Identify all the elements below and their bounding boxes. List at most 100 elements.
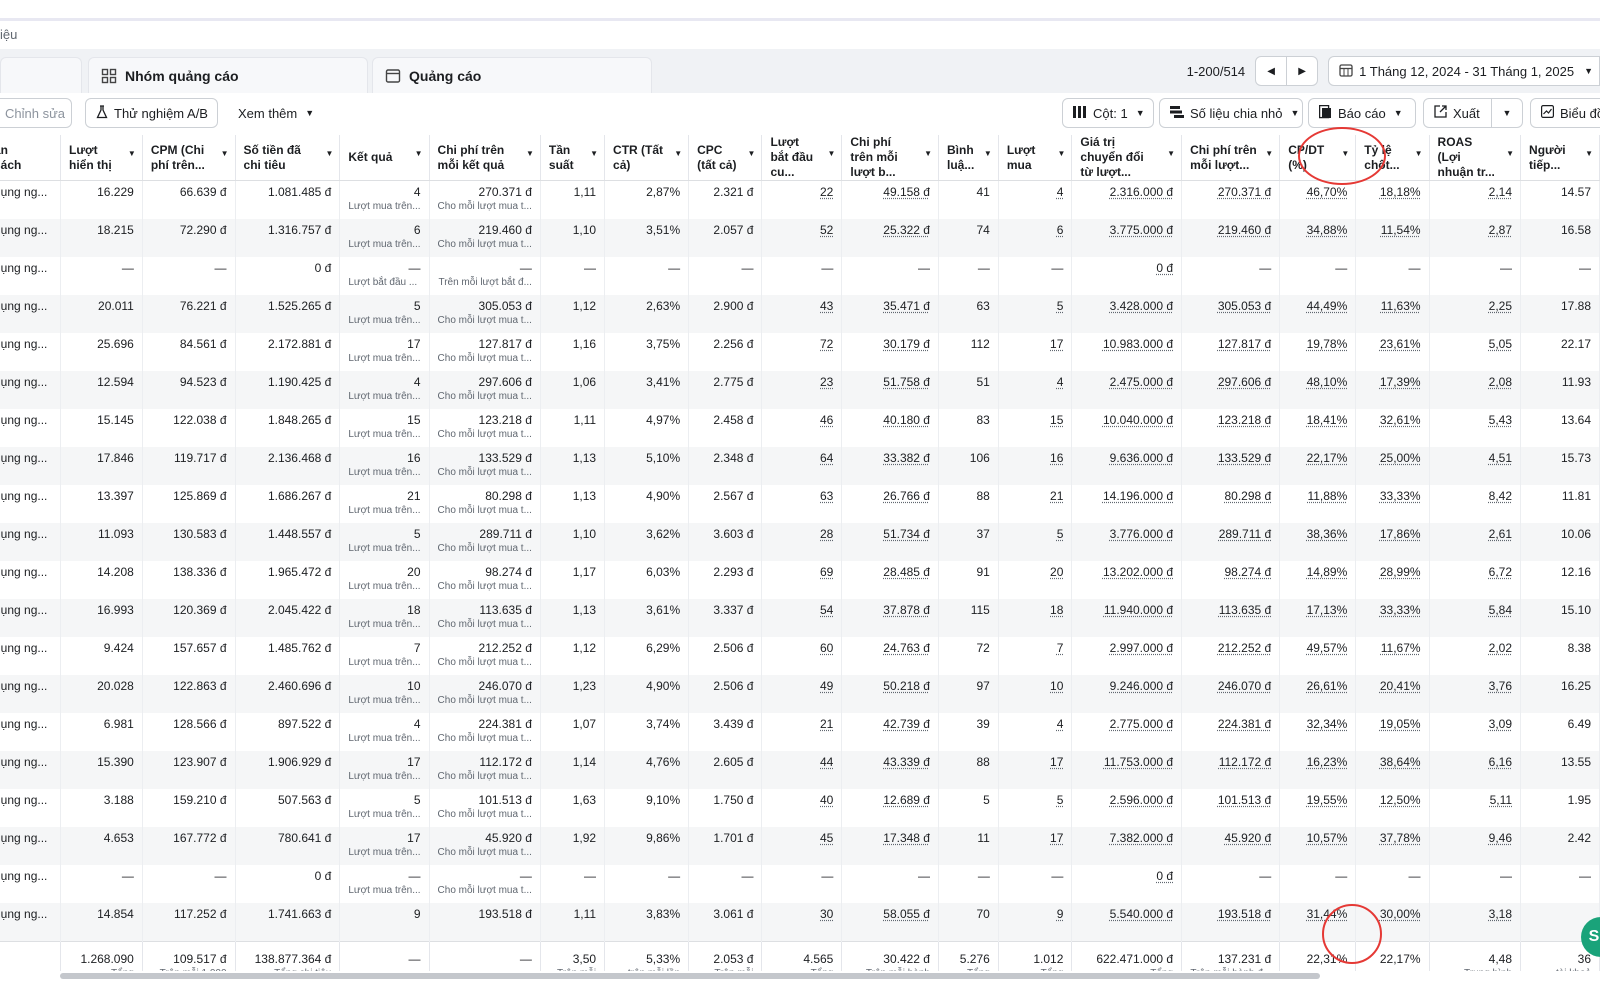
cell-link-value[interactable]: 17,39% — [1380, 375, 1421, 389]
column-header-spent[interactable]: Số tiền đã chi tiêu ▼ — [235, 135, 340, 181]
cell-link-value[interactable]: 10.040.000 đ — [1103, 413, 1173, 427]
cell-link-value[interactable]: 12.689 đ — [883, 793, 930, 807]
cell-value[interactable]: 6 — [1007, 223, 1064, 238]
cell-link-value[interactable]: 17,13% — [1307, 603, 1348, 617]
cell-value[interactable]: 8,42 — [1438, 489, 1512, 504]
cell-link-value[interactable]: 5 — [1057, 527, 1064, 541]
cell-value[interactable]: 16,23% — [1288, 755, 1347, 770]
cell-link-value[interactable]: 23 — [820, 375, 833, 389]
table-row[interactable]: dụng ng...12.59494.523 đ1.190.425 đ4Lượt… — [0, 371, 1600, 409]
sort-caret-icon[interactable]: ▼ — [1415, 149, 1423, 158]
table-row[interactable]: dụng ng...15.390123.907 đ1.906.929 đ17Lư… — [0, 751, 1600, 789]
column-header-com[interactable]: Bình luậ... ▼ — [938, 135, 998, 181]
cell-value[interactable]: 133.529 đ — [1190, 451, 1271, 466]
date-range-picker[interactable]: 1 Tháng 12, 2024 - 31 Tháng 1, 2025 ▼ — [1328, 56, 1600, 86]
cell-value[interactable]: — — [850, 869, 930, 884]
cell-value[interactable]: 22 — [770, 185, 833, 200]
cell-value[interactable]: 17,13% — [1288, 603, 1347, 618]
cell-value[interactable]: 38,64% — [1364, 755, 1420, 770]
table-row[interactable]: dụng ng...16.22966.639 đ1.081.485 đ4Lượt… — [0, 181, 1600, 220]
cell-link-value[interactable]: 212.252 đ — [1218, 641, 1271, 655]
sort-caret-icon[interactable]: ▼ — [748, 149, 756, 158]
cell-link-value[interactable]: 44,49% — [1307, 299, 1348, 313]
column-header-res[interactable]: Kết quả ▼ — [340, 135, 429, 181]
cell-value[interactable]: 2,14 — [1438, 185, 1512, 200]
cell-link-value[interactable]: 2.475.000 đ — [1110, 375, 1173, 389]
table-row[interactable]: dụng ng...17.846119.717 đ2.136.468 đ16Lư… — [0, 447, 1600, 485]
cell-link-value[interactable]: 4 — [1057, 375, 1064, 389]
cell-link-value[interactable]: 0 đ — [1156, 261, 1173, 275]
cell-value[interactable]: 123.218 đ — [1190, 413, 1271, 428]
cell-value[interactable]: 113.635 đ — [1190, 603, 1271, 618]
cell-link-value[interactable]: 17 — [1050, 337, 1063, 351]
cell-value[interactable]: 3.776.000 đ — [1080, 527, 1173, 542]
cell-value[interactable]: — — [1007, 869, 1064, 884]
cell-value[interactable]: 7 — [1007, 641, 1064, 656]
table-row[interactable]: dụng ng... 9.424 157.657 đ 1.485.762 đ 7 Lượt… — [0, 637, 1600, 675]
cell-link-value[interactable]: 26,61% — [1307, 679, 1348, 693]
cell-link-value[interactable]: 5,43 — [1489, 413, 1512, 427]
scrollbar-thumb[interactable] — [60, 973, 1320, 979]
cell-value[interactable]: 35.471 đ — [850, 299, 930, 314]
cell-link-value[interactable]: 98.274 đ — [1224, 565, 1271, 579]
sort-caret-icon[interactable]: ▼ — [590, 149, 598, 158]
cell-link-value[interactable]: 28 — [820, 527, 833, 541]
table-row[interactable]: dụng ng...25.69684.561 đ2.172.881 đ17Lượ… — [0, 333, 1600, 371]
cell-link-value[interactable]: 16,23% — [1307, 755, 1348, 769]
cell-value[interactable]: 32,34% — [1288, 717, 1347, 732]
cell-link-value[interactable]: 19,55% — [1307, 793, 1348, 807]
cell-link-value[interactable]: 26.766 đ — [883, 489, 930, 503]
cell-link-value[interactable]: 37,78% — [1380, 831, 1421, 845]
cell-link-value[interactable]: 2,61 — [1489, 527, 1512, 541]
cell-value[interactable]: 297.606 đ — [1190, 375, 1271, 390]
table-row[interactable]: dụng ng...——0 đ—Lượt bắt đầu ...—Trên mỗ… — [0, 257, 1600, 295]
cell-link-value[interactable]: 69 — [820, 565, 833, 579]
cell-value[interactable]: 23 — [770, 375, 833, 390]
cell-value[interactable]: 26.766 đ — [850, 489, 930, 504]
cell-link-value[interactable]: 4 — [1057, 185, 1064, 199]
cell-value[interactable]: 5 — [1007, 299, 1064, 314]
cell-value[interactable]: — — [850, 261, 930, 276]
cell-value[interactable]: 5 — [1007, 793, 1064, 808]
cell-link-value[interactable]: 18,18% — [1380, 185, 1421, 199]
export-dropdown-toggle[interactable]: ▼ — [1491, 99, 1522, 127]
cell-value[interactable]: 44 — [770, 755, 833, 770]
column-header-cpp[interactable]: Chi phí trên mỗi lượt... ▼ — [1182, 135, 1280, 181]
cell-link-value[interactable]: 6 — [1057, 223, 1064, 237]
cell-link-value[interactable]: 54 — [820, 603, 833, 617]
cell-link-value[interactable]: 45.920 đ — [1224, 831, 1271, 845]
cell-link-value[interactable]: 15 — [1050, 413, 1063, 427]
cell-value[interactable]: 46,70% — [1288, 185, 1347, 200]
previous-page-button[interactable]: ◀ — [1255, 56, 1287, 86]
cell-link-value[interactable]: 49,57% — [1307, 641, 1348, 655]
cell-link-value[interactable]: 6,16 — [1489, 755, 1512, 769]
cell-link-value[interactable]: 2,25 — [1489, 299, 1512, 313]
cell-link-value[interactable]: 20 — [1050, 565, 1063, 579]
columns-button[interactable]: Cột: 1 ▼ — [1062, 98, 1154, 128]
cell-value[interactable]: 51.758 đ — [850, 375, 930, 390]
cell-value[interactable]: 17,39% — [1364, 375, 1420, 390]
cell-link-value[interactable]: 0 đ — [1156, 869, 1173, 883]
cell-value[interactable]: 219.460 đ — [1190, 223, 1271, 238]
cell-link-value[interactable]: 58.055 đ — [883, 907, 930, 921]
cell-link-value[interactable]: 25,00% — [1380, 451, 1421, 465]
sort-caret-icon[interactable]: ▼ — [221, 149, 229, 158]
cell-link-value[interactable]: 11,88% — [1307, 489, 1347, 503]
cell-value[interactable]: 12,50% — [1364, 793, 1420, 808]
export-button[interactable]: Xuất ▼ — [1423, 98, 1523, 128]
column-header-close[interactable]: Tỷ lệ chốt... ▼ — [1356, 135, 1429, 181]
table-row[interactable]: dụng ng...6.981128.566 đ897.522 đ4Lượt m… — [0, 713, 1600, 751]
cell-link-value[interactable]: 11.753.000 đ — [1104, 755, 1173, 769]
cell-link-value[interactable]: 12,50% — [1380, 793, 1421, 807]
tab-ad-sets[interactable]: Nhóm quảng cáo — [88, 57, 368, 94]
cell-link-value[interactable]: 23,61% — [1380, 337, 1421, 351]
cell-link-value[interactable]: 46 — [820, 413, 833, 427]
cell-value[interactable]: 63 — [770, 489, 833, 504]
table-row[interactable]: dụng ng...14.854117.252 đ1.741.663 đ9193… — [0, 903, 1600, 942]
cell-link-value[interactable]: 19,05% — [1380, 717, 1421, 731]
next-page-button[interactable]: ▶ — [1287, 56, 1318, 86]
sort-caret-icon[interactable]: ▼ — [526, 149, 534, 158]
cell-value[interactable]: 10.040.000 đ — [1080, 413, 1173, 428]
cell-value[interactable]: 5 — [1007, 527, 1064, 542]
cell-link-value[interactable]: 51.758 đ — [883, 375, 930, 389]
